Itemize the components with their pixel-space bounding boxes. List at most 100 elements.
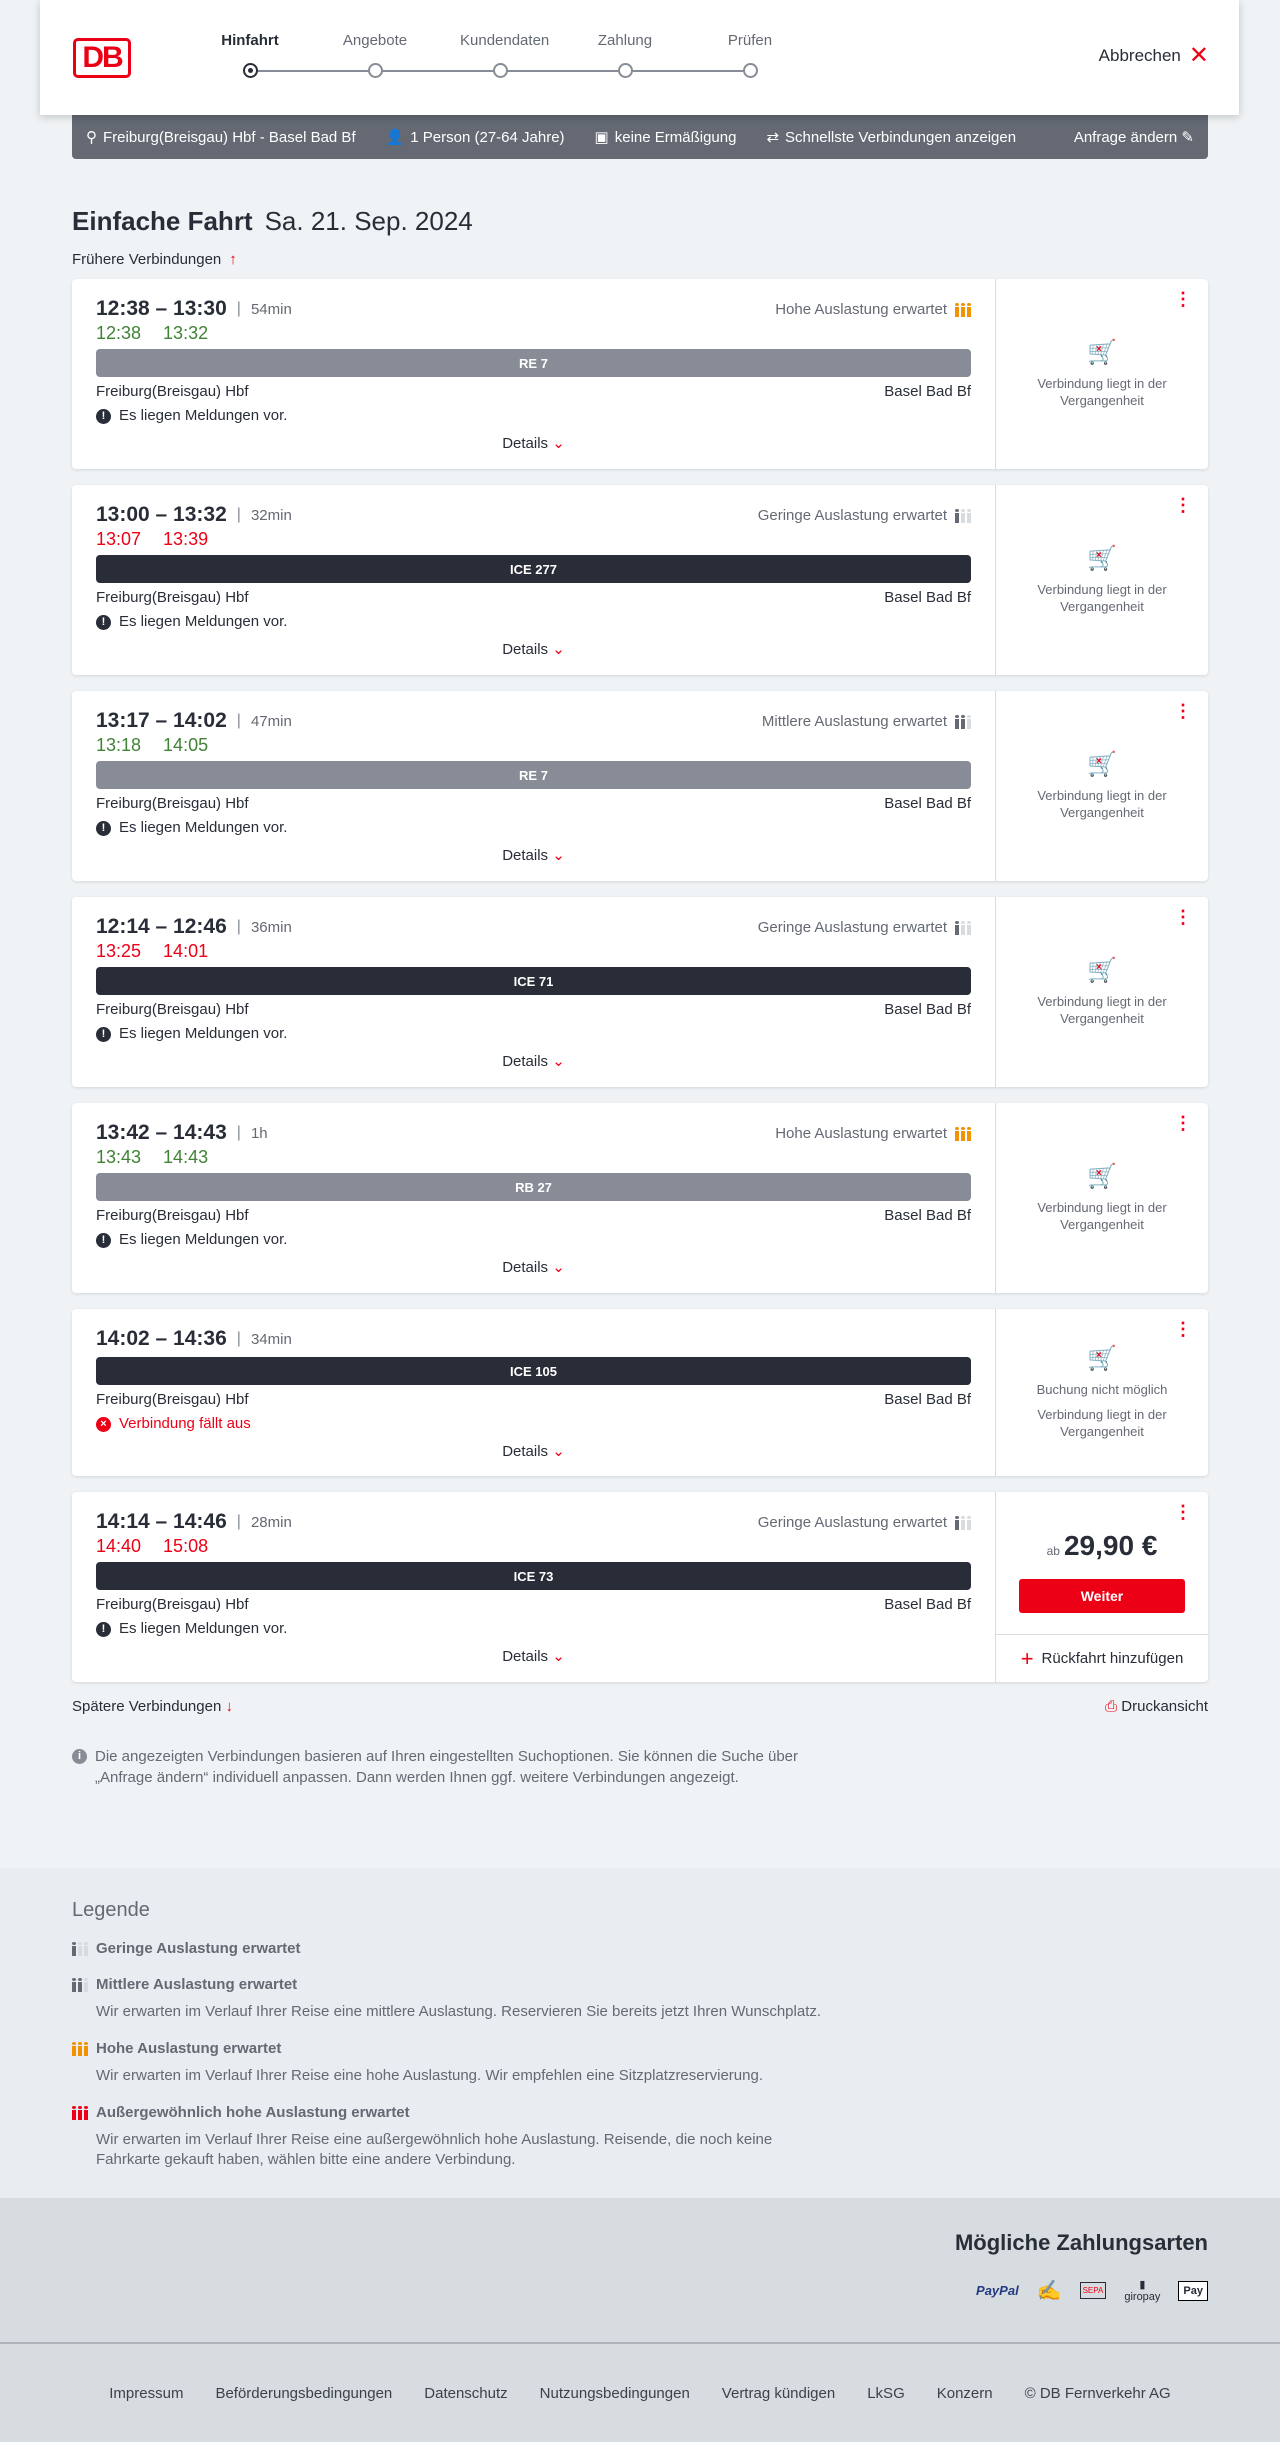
details-toggle[interactable]: Details ⌄	[96, 1443, 971, 1461]
footer-link[interactable]: Impressum	[109, 2384, 184, 2402]
departure-station: Freiburg(Breisgau) Hbf	[96, 383, 249, 400]
details-toggle[interactable]: Details ⌄	[96, 1053, 971, 1071]
earlier-connections-link[interactable]: Frühere Verbindungen ↑	[72, 251, 1208, 269]
alert-icon: !	[96, 1621, 111, 1637]
departure-station: Freiburg(Breisgau) Hbf	[96, 795, 249, 812]
plus-icon: +	[1020, 1646, 1034, 1671]
footer-link[interactable]: Beförderungsbedingungen	[215, 2384, 393, 2402]
occupancy-indicator: Mittlere Auslastung erwartet	[762, 713, 971, 731]
realtime-departure: 13:07	[96, 529, 142, 549]
summary-passengers: 👤 1 Person (27-64 Jahre)	[386, 128, 565, 146]
cancellation-notice: × Verbindung fällt aus	[96, 1415, 971, 1433]
legend-section: Legende Geringe Auslastung erwartet Mittl…	[0, 1868, 1280, 2198]
edit-request-button[interactable]: Anfrage ändern ✎	[1074, 128, 1194, 146]
booking-unavailable-panel: 🛒 × Verbindung liegt in der Vergangenheit ⋮	[995, 279, 1208, 469]
train-bar[interactable]: ICE 71	[96, 967, 971, 995]
realtime-arrival: 15:08	[163, 1536, 209, 1556]
details-toggle[interactable]: Details ⌄	[96, 641, 971, 659]
messages-notice: ! Es liegen Meldungen vor.	[96, 613, 971, 631]
chevron-down-icon: ⌄	[548, 847, 565, 864]
step-0[interactable]: Hinfahrt	[210, 32, 290, 78]
step-dot	[368, 63, 383, 78]
add-return-button[interactable]: + Rückfahrt hinzufügen	[996, 1634, 1208, 1682]
more-options-icon[interactable]: ⋮	[1174, 1502, 1192, 1522]
summary-route: ⚲ Freiburg(Breisgau) Hbf - Basel Bad Bf	[86, 128, 356, 146]
price-prefix: ab	[1046, 1543, 1060, 1558]
train-bar[interactable]: RE 7	[96, 349, 971, 377]
train-bar[interactable]: RB 27	[96, 1173, 971, 1201]
payment-methods: Mögliche Zahlungsarten PayPal ✍ SEPA ▮ gi…	[0, 2198, 1280, 2344]
stations-row: Freiburg(Breisgau) Hbf Basel Bad Bf	[96, 589, 971, 607]
duration: 54min	[250, 300, 292, 318]
step-label: Kundendaten	[460, 32, 550, 49]
more-options-icon[interactable]: ⋮	[1174, 907, 1192, 927]
planned-times: 14:14 – 14:46	[96, 1510, 227, 1533]
alert-icon: !	[96, 1232, 111, 1248]
db-logo[interactable]: DB	[73, 38, 131, 78]
details-toggle[interactable]: Details ⌄	[96, 1259, 971, 1277]
past-connection-text: Verbindung liegt in der Vergangenheit	[1037, 1200, 1167, 1232]
occupancy-icon	[955, 509, 971, 523]
print-view-link[interactable]: ⎙ Druckansicht	[1105, 1698, 1208, 1716]
booking-unavailable-panel: 🛒 × Verbindung liegt in der Vergangenheit ⋮	[995, 1103, 1208, 1293]
step-4[interactable]: Prüfen	[710, 32, 790, 78]
step-dot	[743, 63, 758, 78]
cancel-button[interactable]: Abbrechen ✕	[1099, 44, 1209, 68]
occupancy-indicator: Geringe Auslastung erwartet	[758, 507, 971, 525]
legend-item-title: Mittlere Auslastung erwartet	[96, 1976, 298, 1993]
cart-unavailable-icon: 🛒 ×	[1087, 545, 1117, 572]
booking-panel: ab 29,90 € Weiter + Rückfahrt hinzufügen ⋮	[995, 1492, 1208, 1682]
step-1[interactable]: Angebote	[335, 32, 415, 78]
footer-link[interactable]: © DB Fernverkehr AG	[1024, 2384, 1171, 2402]
no-booking-text: Buchung nicht möglich	[1036, 1382, 1168, 1397]
booking-unavailable-panel: 🛒 × Verbindung liegt in der Vergangenheit ⋮	[995, 691, 1208, 881]
more-options-icon[interactable]: ⋮	[1174, 1319, 1192, 1339]
footer-link[interactable]: Nutzungsbedingungen	[539, 2384, 690, 2402]
continue-button[interactable]: Weiter	[1019, 1578, 1185, 1613]
details-toggle[interactable]: Details ⌄	[96, 435, 971, 453]
info-note: i Die angezeigten Verbindungen basieren …	[72, 1746, 842, 1788]
alert-icon: !	[96, 820, 111, 836]
divider: |	[236, 1124, 241, 1141]
paypal-logo: PayPal	[976, 2283, 1019, 2298]
travel-date: Sa. 21. Sep. 2024	[264, 206, 473, 236]
alert-icon: !	[96, 1026, 111, 1042]
footer-link[interactable]: Vertrag kündigen	[721, 2384, 836, 2402]
connection-card: 13:42 – 14:43 | 1h Hohe Auslastung erwartet…	[72, 1103, 1208, 1293]
step-2[interactable]: Kundendaten	[460, 32, 549, 78]
chevron-down-icon: ⌄	[548, 1443, 565, 1460]
step-3[interactable]: Zahlung	[585, 32, 665, 78]
train-bar[interactable]: ICE 105	[96, 1357, 971, 1385]
more-options-icon[interactable]: ⋮	[1174, 495, 1192, 515]
divider: |	[236, 918, 241, 935]
planned-times: 13:00 – 13:32	[96, 503, 227, 526]
train-bar[interactable]: RE 7	[96, 761, 971, 789]
message-text: Es liegen Meldungen vor.	[119, 1231, 288, 1248]
details-toggle[interactable]: Details ⌄	[96, 847, 971, 865]
stations-row: Freiburg(Breisgau) Hbf Basel Bad Bf	[96, 383, 971, 401]
later-connections-link[interactable]: Spätere Verbindungen ↓	[72, 1698, 233, 1716]
occupancy-label: Mittlere Auslastung erwartet	[761, 713, 947, 730]
arrival-station: Basel Bad Bf	[884, 795, 971, 812]
step-dot	[618, 63, 633, 78]
legend-item-title: Hohe Auslastung erwartet	[96, 2040, 282, 2057]
realtime-arrival: 13:39	[163, 529, 209, 549]
payment-title: Mögliche Zahlungsarten	[954, 2230, 1208, 2255]
chevron-down-icon: ⌄	[548, 641, 565, 658]
more-options-icon[interactable]: ⋮	[1174, 289, 1192, 309]
more-options-icon[interactable]: ⋮	[1174, 1113, 1192, 1133]
passengers-text: 1 Person (27-64 Jahre)	[410, 129, 565, 146]
trip-type: Einfache Fahrt	[72, 206, 253, 236]
footer-links: Impressum Beförderungsbedingungen Datensch…	[0, 2344, 1280, 2442]
train-bar[interactable]: ICE 73	[96, 1562, 971, 1590]
details-label: Details	[502, 1648, 549, 1665]
footer-link[interactable]: Datenschutz	[424, 2384, 508, 2402]
footer-link[interactable]: LkSG	[867, 2384, 905, 2402]
footer-link[interactable]: Konzern	[936, 2384, 993, 2402]
details-label: Details	[502, 435, 549, 452]
divider: |	[236, 1330, 241, 1347]
more-options-icon[interactable]: ⋮	[1174, 701, 1192, 721]
duration: 34min	[250, 1330, 292, 1348]
train-bar[interactable]: ICE 277	[96, 555, 971, 583]
details-toggle[interactable]: Details ⌄	[96, 1648, 971, 1666]
